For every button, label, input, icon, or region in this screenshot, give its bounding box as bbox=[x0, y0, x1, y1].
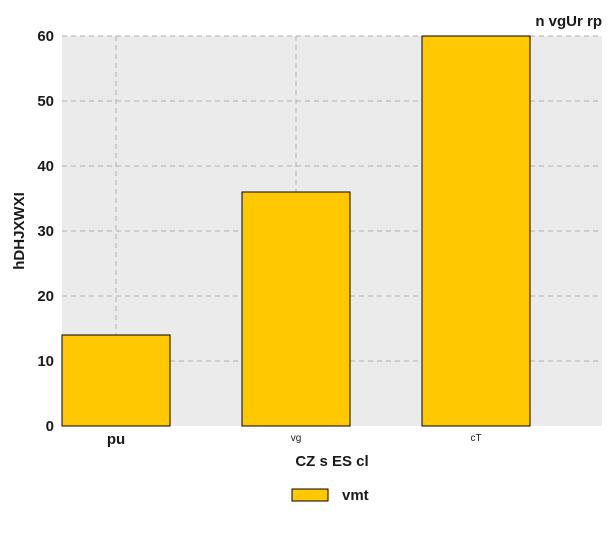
legend-swatch bbox=[291, 488, 329, 502]
x-tick-label: pu bbox=[107, 431, 125, 448]
y-axis-ticks: 0 10 20 30 40 50 60 bbox=[37, 28, 54, 435]
x-tick-label: vg bbox=[291, 433, 302, 444]
y-axis-label: hDHJXWXI bbox=[11, 192, 28, 270]
bar bbox=[421, 35, 531, 427]
bar bbox=[241, 191, 351, 427]
y-tick-label: 50 bbox=[37, 93, 54, 110]
y-tick-label: 10 bbox=[37, 353, 54, 370]
legend: vmt bbox=[291, 487, 369, 504]
chart-title: n vgUr rp bbox=[535, 13, 602, 30]
bar bbox=[61, 334, 171, 427]
y-tick-label: 60 bbox=[37, 28, 54, 45]
x-axis-ticks: pu vg cT bbox=[107, 431, 482, 448]
y-tick-label: 30 bbox=[37, 223, 54, 240]
y-tick-label: 0 bbox=[46, 418, 54, 435]
legend-label: vmt bbox=[342, 487, 369, 504]
x-tick-label: cT bbox=[470, 433, 481, 444]
y-tick-label: 40 bbox=[37, 158, 54, 175]
bars bbox=[61, 35, 531, 427]
x-axis-label: CZ s ES cl bbox=[295, 453, 368, 470]
y-tick-label: 20 bbox=[37, 288, 54, 305]
